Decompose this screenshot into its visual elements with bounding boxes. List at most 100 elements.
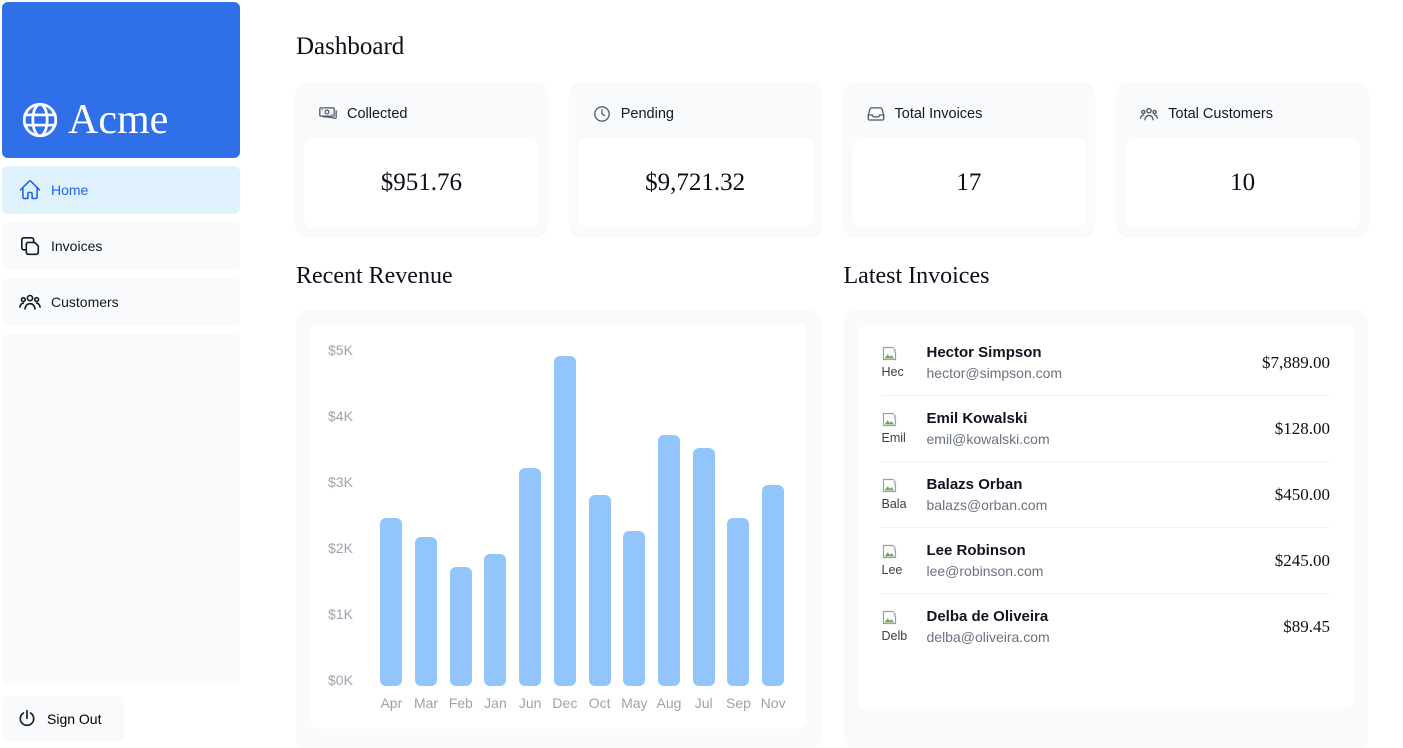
customer-info: Emil Kowalski emil@kowalski.com	[927, 410, 1050, 447]
card-header: Total Invoices	[852, 90, 1087, 138]
bar-jan	[484, 554, 507, 686]
customer-email: hector@simpson.com	[926, 365, 1063, 381]
x-tick-label: Mar	[413, 695, 439, 711]
bar-feb	[449, 567, 472, 686]
customer-email: delba@oliveira.com	[926, 629, 1050, 645]
globe-icon	[18, 98, 62, 142]
recent-revenue-title: Recent Revenue	[296, 263, 453, 289]
y-tick-label: $2K	[328, 540, 353, 556]
customer-avatar-broken-image: Hec	[882, 346, 912, 380]
recent-revenue-section: Recent Revenue $5K $4K $3K $2K $1K $0K Apr Mar…	[296, 263, 821, 748]
broken-image-icon	[882, 412, 912, 430]
bar-jun	[519, 468, 542, 686]
card-collected: Collected $951.76	[296, 82, 547, 236]
user-group-icon	[1139, 104, 1159, 124]
bottom-grid: Recent Revenue $5K $4K $3K $2K $1K $0K Apr Mar…	[296, 263, 1368, 748]
invoices-panel: Hec Hector Simpson hector@simpson.com $7,88…	[843, 310, 1368, 748]
customer-info: Lee Robinson lee@robinson.com	[927, 542, 1044, 579]
avatar-alt-text: Emil	[881, 430, 906, 445]
customer-info: Delba de Oliveira delba@oliveira.com	[927, 608, 1050, 645]
invoice-amount: $89.45	[1283, 616, 1330, 636]
invoice-amount: $450.00	[1274, 484, 1330, 504]
clock-icon	[592, 104, 612, 124]
bar-may	[623, 531, 646, 686]
main-content: Dashboard Collected $951.76 Pending $9,721.…	[242, 0, 1403, 748]
customer-name: Balazs Orban	[926, 476, 1023, 493]
customer-email: balazs@orban.com	[926, 497, 1048, 513]
sidebar-filler	[2, 334, 240, 683]
invoice-list: Hec Hector Simpson hector@simpson.com $7,88…	[857, 324, 1354, 709]
customer-name: Hector Simpson	[926, 344, 1042, 361]
sidebar-nav: Home Invoices Customers	[2, 166, 240, 326]
customer-name: Lee Robinson	[926, 542, 1026, 559]
avatar-alt-text: Bala	[881, 496, 907, 511]
power-icon	[16, 708, 38, 730]
bar-jul	[692, 448, 715, 686]
x-tick-label: Jul	[694, 695, 713, 711]
x-tick-label: Apr	[380, 695, 403, 711]
latest-invoices-section: Latest Invoices Hec Hector Simpson hector@…	[843, 263, 1368, 748]
x-tick-label: Sep	[725, 695, 751, 711]
inbox-icon	[866, 104, 886, 124]
card-label: Collected	[347, 106, 408, 122]
bar-apr	[380, 518, 403, 686]
sidebar-item-invoices[interactable]: Invoices	[2, 222, 240, 270]
customer-avatar-broken-image: Delb	[882, 610, 912, 644]
bar-sep	[727, 518, 750, 686]
invoice-row: Delb Delba de Oliveira delba@oliveira.com $…	[881, 593, 1330, 659]
summary-cards: Collected $951.76 Pending $9,721.32 Total In…	[296, 82, 1368, 236]
customer-name: Emil Kowalski	[926, 410, 1028, 427]
sidebar-item-customers[interactable]: Customers	[2, 278, 240, 326]
chart-plot-area: Apr Mar Feb Jan Jun Dec Oct May Aug Jul Sep Nov	[374, 342, 791, 711]
customer-name: Delba de Oliveira	[926, 608, 1049, 625]
broken-image-icon	[882, 478, 912, 496]
customer-info: Hector Simpson hector@simpson.com	[927, 344, 1063, 381]
customer-avatar-broken-image: Emil	[882, 412, 912, 446]
invoice-amount: $128.00	[1274, 418, 1330, 438]
acme-logo[interactable]: Acme	[2, 2, 240, 158]
customer-avatar-broken-image: Bala	[882, 478, 912, 512]
home-icon	[18, 178, 42, 202]
latest-invoices-title: Latest Invoices	[843, 263, 990, 289]
card-value: 10	[1125, 138, 1360, 228]
customer-avatar-broken-image: Lee	[882, 544, 912, 578]
revenue-chart: $5K $4K $3K $2K $1K $0K Apr Mar Feb Jan Jun Dec Oct…	[310, 324, 807, 729]
customer-info: Balazs Orban balazs@orban.com	[927, 476, 1048, 513]
card-total-invoices: Total Invoices 17	[843, 82, 1095, 236]
bar-dec	[553, 356, 576, 686]
page-title: Dashboard	[296, 33, 405, 60]
chart-y-axis: $5K $4K $3K $2K $1K $0K	[328, 342, 366, 688]
avatar-alt-text: Delb	[881, 628, 908, 643]
card-header: Collected	[304, 90, 539, 138]
banknotes-icon	[318, 104, 338, 124]
customer-email: lee@robinson.com	[926, 563, 1044, 579]
document-duplicate-icon	[18, 234, 42, 258]
sidebar-item-home[interactable]: Home	[2, 166, 240, 214]
avatar-alt-text: Lee	[881, 562, 903, 577]
chart-bars	[374, 350, 791, 686]
card-label: Pending	[620, 106, 674, 122]
x-tick-label: Aug	[656, 695, 682, 711]
card-label: Total Customers	[1168, 106, 1274, 122]
bar-oct	[588, 495, 611, 686]
y-tick-label: $0K	[328, 672, 353, 688]
y-tick-label: $1K	[328, 606, 353, 622]
y-tick-label: $4K	[328, 408, 353, 424]
invoice-row: Lee Lee Robinson lee@robinson.com $245.00	[881, 527, 1330, 593]
x-tick-label: Oct	[588, 695, 611, 711]
sidebar-item-label: Customers	[51, 294, 119, 310]
invoice-amount: $245.00	[1274, 550, 1330, 570]
invoice-amount: $7,889.00	[1262, 352, 1330, 372]
y-tick-label: $5K	[328, 342, 353, 358]
card-total-customers: Total Customers 10	[1117, 82, 1368, 236]
invoice-row: Bala Balazs Orban balazs@orban.com $450.00	[881, 461, 1330, 527]
x-tick-label: Nov	[760, 695, 786, 711]
x-tick-label: Feb	[448, 695, 473, 711]
sidebar-item-label: Home	[51, 182, 89, 198]
sign-out-label: Sign Out	[47, 711, 102, 727]
card-value: 17	[851, 138, 1087, 228]
logo-text: Acme	[68, 97, 169, 143]
card-label: Total Invoices	[894, 106, 983, 122]
sign-out-button[interactable]: Sign Out	[2, 696, 124, 742]
card-pending: Pending $9,721.32	[569, 82, 821, 236]
